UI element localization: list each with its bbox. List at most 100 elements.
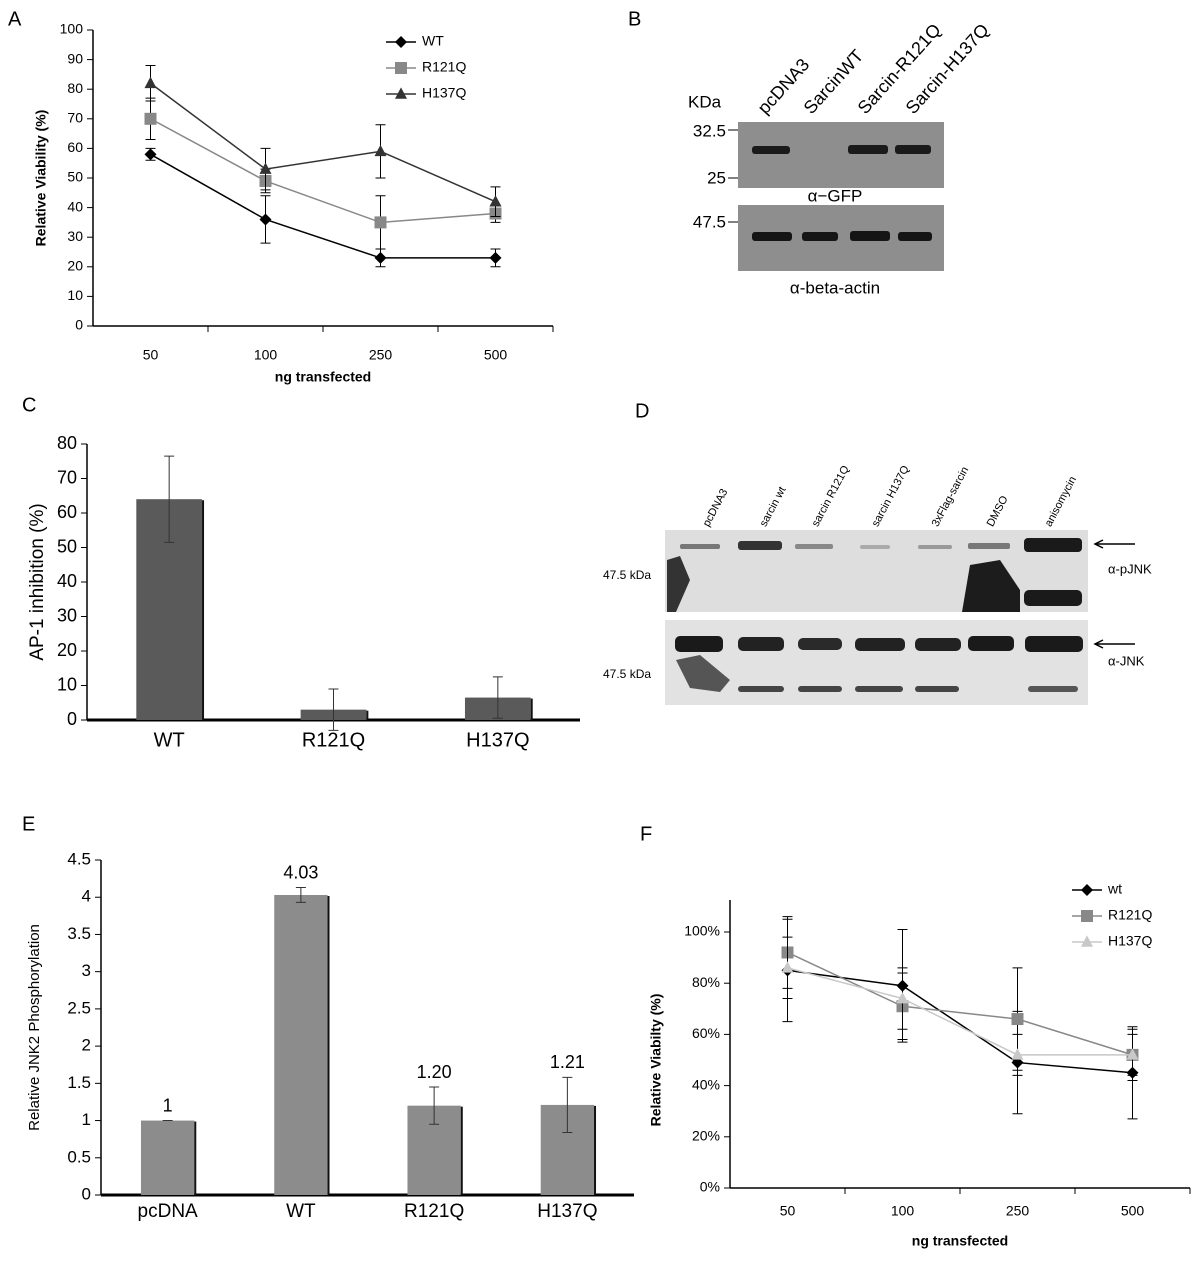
y-tick-label: 10	[67, 287, 83, 303]
smear	[667, 556, 690, 612]
y-tick-label: 80%	[692, 974, 720, 990]
band	[675, 636, 723, 652]
y-tick-label: 60	[57, 502, 77, 522]
band	[1024, 538, 1082, 552]
marker-label: 47.5 kDa	[603, 568, 651, 582]
value-label: 1.21	[550, 1052, 585, 1072]
point	[144, 112, 157, 125]
antibody-label: α-JNK	[1108, 653, 1145, 668]
band	[898, 232, 932, 241]
marker-label: 32.5	[693, 121, 726, 140]
panel-label: C	[22, 394, 36, 416]
point	[259, 213, 272, 226]
y-axis-title: Relative Viability (%)	[33, 110, 49, 247]
y-tick-label: 20%	[692, 1128, 720, 1144]
band	[738, 637, 784, 651]
y-tick-label: 0	[75, 317, 83, 333]
y-axis-title: Relative JNK2 Phosphorylation	[26, 924, 43, 1131]
series-line	[787, 969, 1133, 1074]
y-tick-label: 100%	[684, 923, 720, 939]
band	[918, 545, 952, 549]
band	[855, 686, 903, 692]
marker-label: 25	[707, 168, 726, 187]
y-tick-label: 40	[57, 571, 77, 591]
x-tick-label: pcDNA	[138, 1201, 199, 1222]
y-tick-label: 0	[82, 1184, 91, 1203]
band	[855, 638, 905, 651]
y-tick-label: 0%	[700, 1179, 720, 1195]
bar	[140, 1120, 195, 1195]
bar	[274, 894, 328, 1195]
blot-b: B KDa pcDNA3 SarcinWT Sarcin-R121Q Sarci…	[628, 8, 993, 297]
point	[1011, 1013, 1024, 1026]
y-tick-label: 4.5	[67, 849, 91, 868]
series-line	[150, 153, 496, 259]
panel-label: B	[628, 8, 641, 30]
y-tick-label: 0	[67, 709, 77, 729]
band	[795, 544, 833, 549]
band	[802, 232, 838, 241]
panel-label: D	[635, 400, 649, 422]
panel-label: A	[8, 8, 22, 30]
band	[915, 686, 959, 692]
value-label: 1.20	[417, 1062, 452, 1082]
legend-label: H137Q	[422, 85, 466, 101]
y-tick-label: 1	[82, 1110, 91, 1129]
x-tick-label: H137Q	[466, 729, 529, 751]
y-tick-label: 20	[57, 640, 77, 660]
y-axis-title: AP-1 inhibition (%)	[27, 503, 48, 660]
series-line	[150, 118, 496, 224]
band	[1025, 636, 1083, 652]
error-bar	[492, 676, 503, 719]
lane-label: sarcin R121Q	[810, 463, 852, 528]
lane-label: sarcin H137Q	[870, 463, 912, 528]
x-tick-label: 250	[369, 347, 393, 363]
y-tick-label: 70	[57, 467, 77, 487]
band	[798, 686, 842, 692]
smear	[962, 560, 1020, 612]
x-tick-label: WT	[286, 1201, 316, 1222]
band	[1028, 686, 1078, 692]
y-tick-label: 40	[67, 198, 83, 214]
band	[968, 636, 1014, 651]
x-tick-label: R121Q	[302, 729, 365, 751]
y-tick-label: 60%	[692, 1025, 720, 1041]
legend-marker	[395, 87, 407, 99]
legend-marker	[395, 36, 407, 48]
point	[1011, 1048, 1024, 1060]
y-tick-label: 80	[67, 80, 83, 96]
legend-label: R121Q	[1108, 907, 1152, 923]
y-tick-label: 70	[67, 110, 83, 126]
blot-membrane	[738, 122, 944, 188]
legend-marker	[1081, 910, 1093, 922]
y-tick-label: 90	[67, 50, 83, 66]
y-tick-label: 30	[57, 605, 77, 625]
antibody-label: α-beta-actin	[790, 278, 880, 297]
smear	[676, 655, 730, 692]
y-tick-label: 30	[67, 228, 83, 244]
point	[144, 76, 157, 89]
x-tick-label: 100	[254, 347, 278, 363]
panel-label: F	[640, 823, 652, 845]
y-tick-label: 2.5	[67, 998, 91, 1017]
band	[968, 543, 1010, 549]
y-tick-label: 50	[57, 536, 77, 556]
legend-label: H137Q	[1108, 933, 1152, 949]
value-label: 4.03	[283, 862, 318, 882]
y-tick-label: 20	[67, 258, 83, 274]
y-tick-label: 3.5	[67, 924, 91, 943]
point	[896, 991, 909, 1004]
y-tick-label: 4	[82, 887, 91, 906]
panel-label: E	[22, 813, 35, 835]
band	[1024, 590, 1082, 606]
value-label: 1	[163, 1095, 173, 1115]
x-tick-label: 500	[1121, 1203, 1145, 1219]
arrow	[1093, 539, 1135, 549]
x-axis-title: ng transfected	[912, 1233, 1008, 1249]
band	[680, 544, 720, 549]
band	[915, 638, 961, 651]
error-bar	[328, 688, 339, 731]
lane-label: anisomycin	[1043, 475, 1079, 529]
legend-marker	[395, 62, 407, 74]
